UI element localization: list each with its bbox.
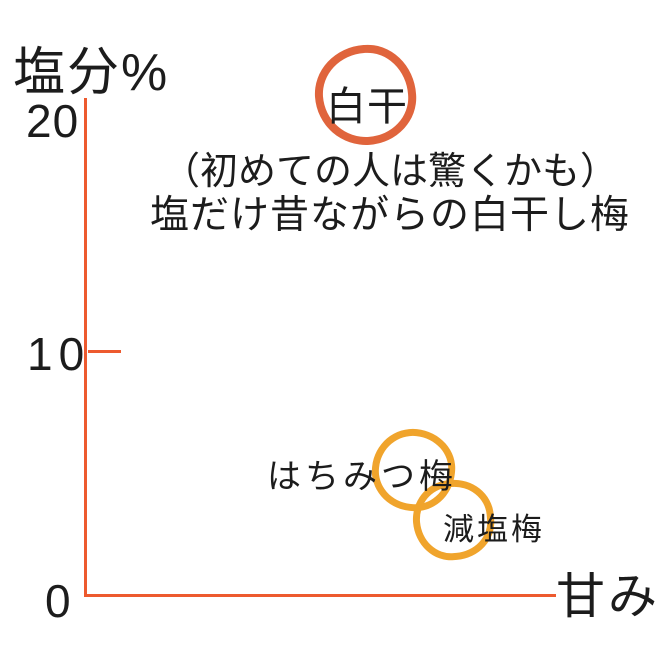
y-tick-mark-10: [88, 350, 121, 353]
x-axis-line: [84, 594, 566, 597]
annotation-line-2: 塩だけ昔ながらの白干し梅: [149, 194, 630, 237]
shiraboshi-annotation: （初めての人は驚くかも） 塩だけ昔ながらの白干し梅: [126, 150, 654, 238]
y-tick-label-0: 0: [45, 575, 72, 627]
y-axis-line: [84, 98, 87, 597]
y-tick-label-20: 20: [26, 95, 80, 147]
y-tick-label-10: 10: [27, 328, 91, 380]
data-point-label-hachimitsu-ume: はちみつ梅: [267, 458, 457, 496]
y-axis-title: 塩分%: [13, 44, 170, 102]
annotation-line-1: （初めての人は驚くかも）: [161, 151, 618, 193]
data-point-label-shiraboshi: 白干: [326, 85, 408, 129]
data-point-label-genen-ume: 減塩梅: [443, 512, 545, 547]
x-axis-title: 甘み: [556, 557, 661, 628]
